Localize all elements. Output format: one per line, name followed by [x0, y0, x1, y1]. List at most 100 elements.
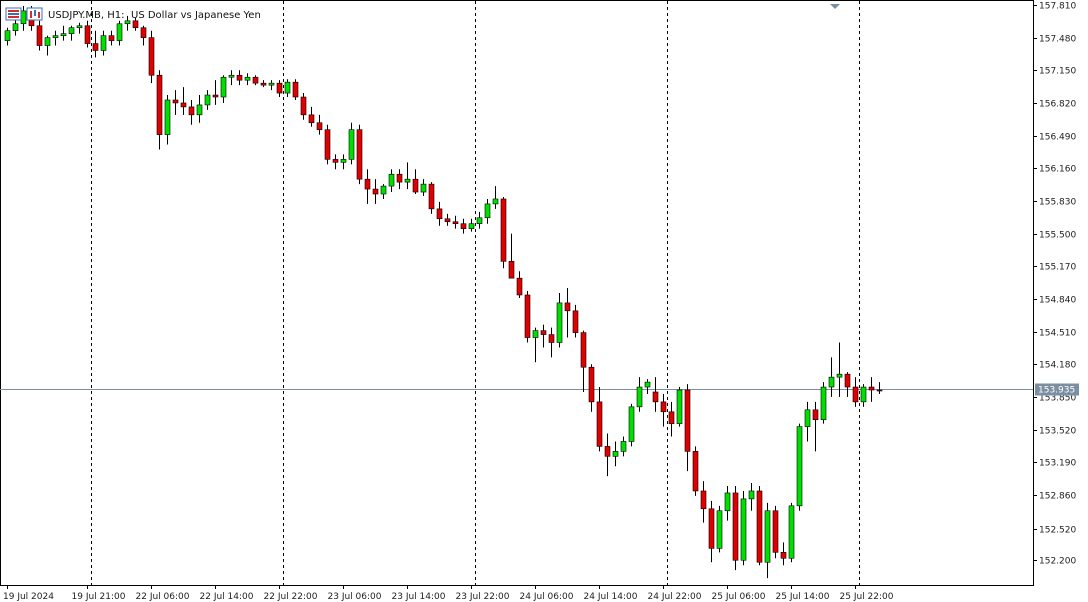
candle-27[interactable] — [220, 75, 227, 103]
candle-13[interactable] — [108, 30, 115, 46]
candle-53[interactable] — [428, 182, 435, 214]
candle-10[interactable] — [84, 20, 91, 48]
candle-107[interactable] — [860, 384, 867, 407]
candle-87[interactable] — [700, 481, 707, 523]
candle-95[interactable] — [764, 502, 771, 579]
candle-28[interactable] — [228, 70, 235, 86]
candle-109[interactable] — [876, 382, 883, 394]
candle-5[interactable] — [44, 35, 51, 56]
candle-7[interactable] — [60, 25, 67, 41]
candle-66[interactable] — [532, 327, 539, 363]
candle-86[interactable] — [692, 446, 699, 496]
candle-46[interactable] — [372, 179, 379, 204]
candle-24[interactable] — [196, 95, 203, 123]
candle-65[interactable] — [524, 291, 531, 343]
candle-17[interactable] — [140, 25, 147, 46]
candle-39[interactable] — [316, 114, 323, 135]
candle-4[interactable] — [36, 20, 43, 51]
candles[interactable] — [4, 5, 883, 579]
candle-59[interactable] — [476, 211, 483, 229]
candle-73[interactable] — [588, 364, 595, 412]
candle-9[interactable] — [76, 22, 83, 34]
candle-51[interactable] — [412, 169, 419, 195]
candle-71[interactable] — [572, 304, 579, 338]
candle-14[interactable] — [116, 20, 123, 46]
candle-0[interactable] — [4, 27, 11, 46]
chart-shift-marker-icon[interactable] — [830, 4, 840, 9]
candle-100[interactable] — [804, 401, 811, 442]
candle-84[interactable] — [676, 387, 683, 427]
candle-85[interactable] — [684, 384, 691, 472]
candle-36[interactable] — [292, 79, 299, 100]
candle-23[interactable] — [188, 99, 195, 125]
candle-34[interactable] — [276, 80, 283, 98]
candle-33[interactable] — [268, 80, 275, 91]
candle-11[interactable] — [92, 30, 99, 58]
candle-102[interactable] — [820, 382, 827, 424]
candle-6[interactable] — [52, 30, 59, 46]
candle-63[interactable] — [508, 233, 515, 279]
candle-67[interactable] — [540, 324, 547, 348]
candle-8[interactable] — [68, 25, 75, 41]
candle-62[interactable] — [500, 196, 507, 269]
candle-19[interactable] — [156, 70, 163, 150]
candle-20[interactable] — [164, 95, 171, 145]
candle-30[interactable] — [244, 73, 251, 86]
candle-79[interactable] — [636, 377, 643, 412]
candle-76[interactable] — [612, 441, 619, 467]
candle-68[interactable] — [548, 327, 555, 358]
candle-96[interactable] — [772, 505, 779, 559]
candle-21[interactable] — [172, 90, 179, 115]
candle-31[interactable] — [252, 75, 259, 86]
candle-12[interactable] — [100, 30, 107, 56]
candle-101[interactable] — [812, 401, 819, 452]
time-axis[interactable]: 19 Jul 2024 19 Jul 21:00 22 Jul 06:00 22 Ju… — [3, 585, 894, 602]
candle-22[interactable] — [180, 87, 187, 115]
candle-32[interactable] — [260, 80, 267, 88]
candle-104[interactable] — [836, 342, 843, 397]
chart-window-icon[interactable] — [26, 7, 43, 21]
candle-82[interactable] — [660, 393, 667, 427]
candle-64[interactable] — [516, 271, 523, 298]
candle-56[interactable] — [452, 215, 459, 229]
candle-94[interactable] — [756, 486, 763, 566]
candle-55[interactable] — [444, 213, 451, 226]
candle-50[interactable] — [404, 162, 411, 190]
candle-78[interactable] — [628, 403, 635, 447]
candle-61[interactable] — [492, 186, 499, 209]
candle-89[interactable] — [716, 505, 723, 553]
candle-97[interactable] — [780, 542, 787, 566]
candle-91[interactable] — [732, 486, 739, 571]
candle-41[interactable] — [332, 154, 339, 170]
candle-99[interactable] — [796, 423, 803, 511]
candle-108[interactable] — [868, 377, 875, 402]
candle-47[interactable] — [380, 184, 387, 199]
candle-48[interactable] — [388, 169, 395, 193]
candle-35[interactable] — [284, 79, 291, 98]
candle-57[interactable] — [460, 218, 467, 234]
candle-105[interactable] — [844, 372, 851, 397]
candle-92[interactable] — [740, 490, 747, 566]
price-axis[interactable]: 157.810 157.480 157.150 156.820 156.490 156.1… — [1033, 2, 1079, 567]
candle-25[interactable] — [204, 90, 211, 110]
candle-83[interactable] — [668, 401, 675, 437]
candle-60[interactable] — [484, 198, 491, 224]
candle-103[interactable] — [828, 357, 835, 397]
candle-72[interactable] — [580, 330, 587, 392]
candle-15[interactable] — [124, 15, 131, 31]
candle-29[interactable] — [236, 70, 243, 86]
candle-43[interactable] — [348, 122, 355, 165]
candle-18[interactable] — [148, 30, 155, 84]
candle-70[interactable] — [564, 288, 571, 338]
candle-42[interactable] — [340, 154, 347, 170]
candle-74[interactable] — [596, 387, 603, 452]
candle-77[interactable] — [620, 436, 627, 457]
candle-45[interactable] — [364, 169, 371, 204]
candle-106[interactable] — [852, 377, 859, 407]
candle-49[interactable] — [396, 169, 403, 190]
candle-44[interactable] — [356, 124, 363, 185]
candle-58[interactable] — [468, 218, 475, 232]
candle-54[interactable] — [436, 201, 443, 226]
indicator-list-icon[interactable] — [5, 7, 22, 21]
